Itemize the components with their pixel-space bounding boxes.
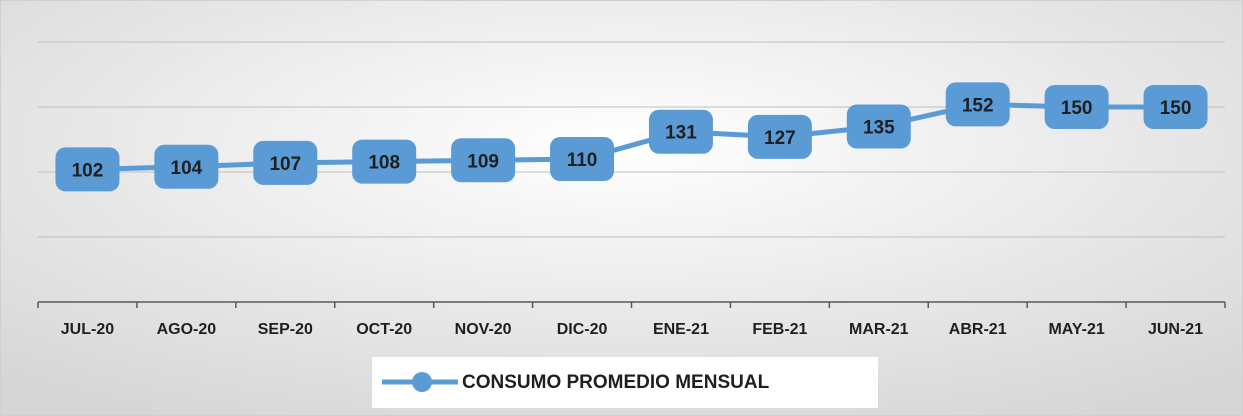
- legend-label: CONSUMO PROMEDIO MENSUAL: [462, 372, 770, 393]
- x-tick-label: NOV-20: [455, 321, 512, 338]
- data-label: 107: [269, 154, 301, 175]
- x-tick-label: FEB-21: [752, 321, 807, 338]
- data-label: 150: [1061, 98, 1093, 119]
- data-label-box: [352, 139, 417, 184]
- x-tick-label: DIC-20: [557, 321, 608, 338]
- data-label-box: [550, 137, 615, 181]
- data-label: 108: [368, 153, 400, 174]
- x-tick-label: ABR-21: [949, 321, 1007, 338]
- x-tick-label: MAY-21: [1048, 321, 1104, 338]
- x-tick-label: ENE-21: [653, 321, 709, 338]
- x-tick-label: JUN-21: [1148, 321, 1203, 338]
- data-label-box: [747, 114, 812, 159]
- data-label: 131: [665, 123, 697, 144]
- data-label-box: [253, 140, 318, 185]
- data-label: 102: [72, 160, 104, 181]
- data-label: 104: [171, 158, 203, 179]
- data-label-box: [451, 138, 516, 183]
- data-label: 152: [962, 95, 994, 116]
- data-label-box: [55, 147, 120, 192]
- data-label-box: [1143, 85, 1208, 129]
- data-label: 109: [467, 151, 499, 172]
- legend-marker: [412, 372, 432, 392]
- data-label-box: [846, 104, 911, 149]
- data-label: 110: [567, 150, 598, 171]
- data-label: 127: [764, 128, 796, 149]
- data-label: 135: [863, 118, 895, 139]
- x-tick-label: MAR-21: [849, 321, 909, 338]
- x-tick-label: JUL-20: [61, 321, 114, 338]
- x-tick-label: OCT-20: [356, 321, 412, 338]
- data-label-box: [1044, 85, 1109, 129]
- data-label-box: [648, 109, 713, 154]
- data-label-box: [945, 82, 1010, 127]
- data-label: 150: [1160, 98, 1192, 119]
- x-tick-label: AGO-20: [157, 321, 217, 338]
- x-tick-label: SEP-20: [258, 321, 313, 338]
- data-label-box: [154, 144, 219, 189]
